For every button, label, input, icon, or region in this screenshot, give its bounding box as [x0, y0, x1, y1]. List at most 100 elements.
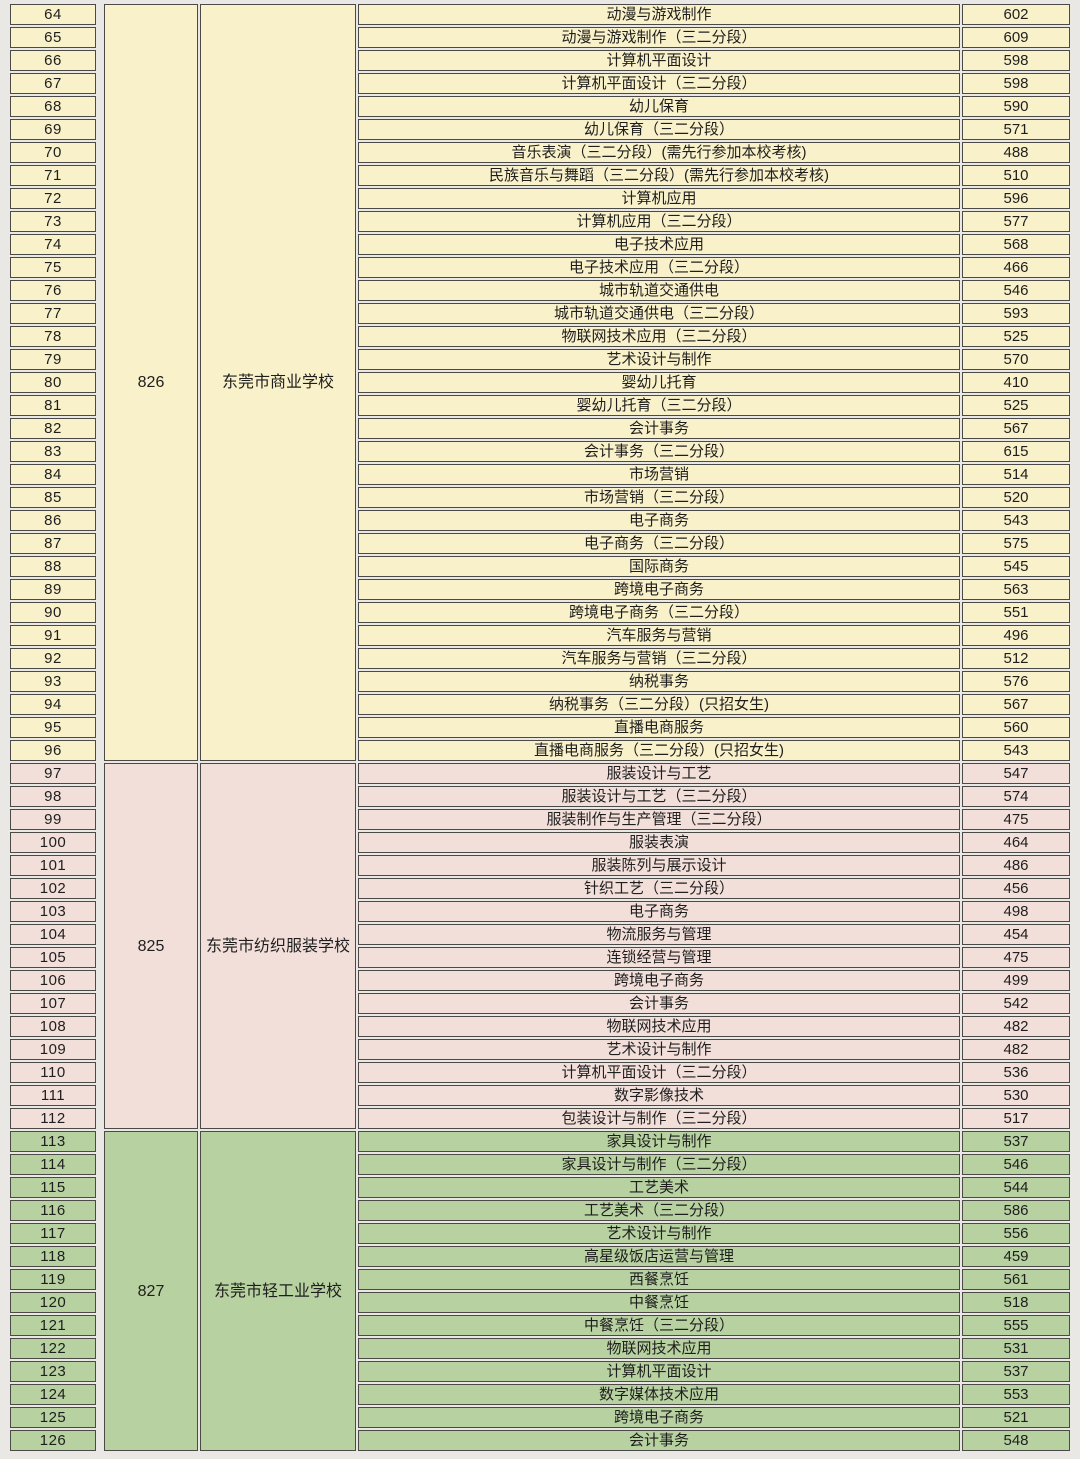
score-cell: 596	[962, 188, 1070, 209]
table-row: 101 服装陈列与展示设计 486	[10, 855, 1070, 876]
table-row: 97 825 东莞市纺织服装学校 服装设计与工艺 547	[10, 763, 1070, 1129]
major-name-cell: 会计事务（三二分段）	[358, 441, 960, 462]
row-number-cell: 89	[10, 579, 96, 600]
score-table-body: 64 826 东莞市商业学校 动漫与游戏制作 602 65 动漫与游戏制作（三二分段） 609…	[10, 4, 1070, 1451]
major-name-cell: 计算机平面设计	[358, 50, 960, 71]
major-name-cell: 动漫与游戏制作	[358, 4, 960, 25]
score-cell: 553	[962, 1384, 1070, 1405]
column-gap	[98, 142, 102, 163]
table-row: 124 数字媒体技术应用 553	[10, 1384, 1070, 1405]
major-name-cell: 跨境电子商务	[358, 579, 960, 600]
column-gap	[98, 464, 102, 485]
table-row: 108 物联网技术应用 482	[10, 1016, 1070, 1037]
row-number-cell: 112	[10, 1108, 96, 1129]
table-row: 125 跨境电子商务 521	[10, 1407, 1070, 1428]
table-row: 89 跨境电子商务 563	[10, 579, 1070, 600]
score-cell: 546	[962, 1154, 1070, 1175]
score-cell: 456	[962, 878, 1070, 899]
table-row: 68 幼儿保育 590	[10, 96, 1070, 117]
score-cell: 575	[962, 533, 1070, 554]
row-number-cell: 80	[10, 372, 96, 393]
column-gap	[98, 809, 102, 830]
column-gap	[98, 1200, 102, 1221]
row-number-cell: 125	[10, 1407, 96, 1428]
score-cell: 570	[962, 349, 1070, 370]
major-name-cell: 跨境电子商务	[358, 1407, 960, 1428]
major-name-cell: 电子商务	[358, 901, 960, 922]
row-number-cell: 122	[10, 1338, 96, 1359]
score-cell: 567	[962, 418, 1070, 439]
column-gap	[98, 947, 102, 968]
row-number-cell: 116	[10, 1200, 96, 1221]
column-gap	[98, 533, 102, 554]
score-cell: 546	[962, 280, 1070, 301]
row-number-cell: 88	[10, 556, 96, 577]
table-row: 87 电子商务（三二分段） 575	[10, 533, 1070, 554]
score-cell: 514	[962, 464, 1070, 485]
table-row: 102 针织工艺（三二分段） 456	[10, 878, 1070, 899]
row-number-cell: 107	[10, 993, 96, 1014]
table-row: 109 艺术设计与制作 482	[10, 1039, 1070, 1060]
table-row: 119 西餐烹饪 561	[10, 1269, 1070, 1290]
table-row: 65 动漫与游戏制作（三二分段） 609	[10, 27, 1070, 48]
score-cell: 482	[962, 1016, 1070, 1037]
score-cell: 512	[962, 648, 1070, 669]
column-gap	[98, 303, 102, 324]
major-name-cell: 直播电商服务（三二分段）(只招女生)	[358, 740, 960, 761]
major-name-cell: 家具设计与制作	[358, 1131, 960, 1152]
table-row: 91 汽车服务与营销 496	[10, 625, 1070, 646]
major-name-cell: 计算机应用	[358, 188, 960, 209]
row-number-cell: 114	[10, 1154, 96, 1175]
major-name-cell: 纳税事务（三二分段）(只招女生)	[358, 694, 960, 715]
table-row: 100 服装表演 464	[10, 832, 1070, 853]
score-cell: 560	[962, 717, 1070, 738]
row-number-cell: 67	[10, 73, 96, 94]
row-number-cell: 124	[10, 1384, 96, 1405]
row-number-cell: 102	[10, 878, 96, 899]
major-name-cell: 包装设计与制作（三二分段）	[358, 1108, 960, 1129]
row-number-cell: 76	[10, 280, 96, 301]
score-cell: 531	[962, 1338, 1070, 1359]
column-gap	[98, 1246, 102, 1267]
column-gap	[98, 740, 102, 761]
major-name-cell: 艺术设计与制作	[358, 349, 960, 370]
column-gap	[98, 1292, 102, 1313]
score-cell: 542	[962, 993, 1070, 1014]
score-cell: 561	[962, 1269, 1070, 1290]
table-row: 84 市场营销 514	[10, 464, 1070, 485]
table-row: 117 艺术设计与制作 556	[10, 1223, 1070, 1244]
major-name-cell: 婴幼儿托育（三二分段）	[358, 395, 960, 416]
score-cell: 517	[962, 1108, 1070, 1129]
score-cell: 525	[962, 326, 1070, 347]
column-gap	[98, 257, 102, 278]
row-number-cell: 113	[10, 1131, 96, 1152]
column-gap	[98, 441, 102, 462]
score-cell: 410	[962, 372, 1070, 393]
column-gap	[98, 556, 102, 577]
score-cell: 498	[962, 901, 1070, 922]
major-name-cell: 物联网技术应用（三二分段）	[358, 326, 960, 347]
table-row: 122 物联网技术应用 531	[10, 1338, 1070, 1359]
table-row: 114 家具设计与制作（三二分段） 546	[10, 1154, 1070, 1175]
row-number-cell: 64	[10, 4, 96, 25]
major-name-cell: 数字媒体技术应用	[358, 1384, 960, 1405]
score-cell: 547	[962, 763, 1070, 784]
row-number-cell: 92	[10, 648, 96, 669]
row-number-cell: 110	[10, 1062, 96, 1083]
school-code-cell: 826	[104, 4, 198, 761]
school-name-cell: 东莞市纺织服装学校	[200, 763, 356, 1129]
table-row: 85 市场营销（三二分段） 520	[10, 487, 1070, 508]
major-name-cell: 国际商务	[358, 556, 960, 577]
table-row: 95 直播电商服务 560	[10, 717, 1070, 738]
column-gap	[98, 924, 102, 945]
major-name-cell: 电子商务（三二分段）	[358, 533, 960, 554]
score-cell: 486	[962, 855, 1070, 876]
column-gap	[98, 280, 102, 301]
row-number-cell: 95	[10, 717, 96, 738]
major-name-cell: 市场营销（三二分段）	[358, 487, 960, 508]
score-cell: 537	[962, 1361, 1070, 1382]
major-name-cell: 幼儿保育（三二分段）	[358, 119, 960, 140]
score-cell: 459	[962, 1246, 1070, 1267]
score-cell: 576	[962, 671, 1070, 692]
column-gap	[98, 1154, 102, 1175]
